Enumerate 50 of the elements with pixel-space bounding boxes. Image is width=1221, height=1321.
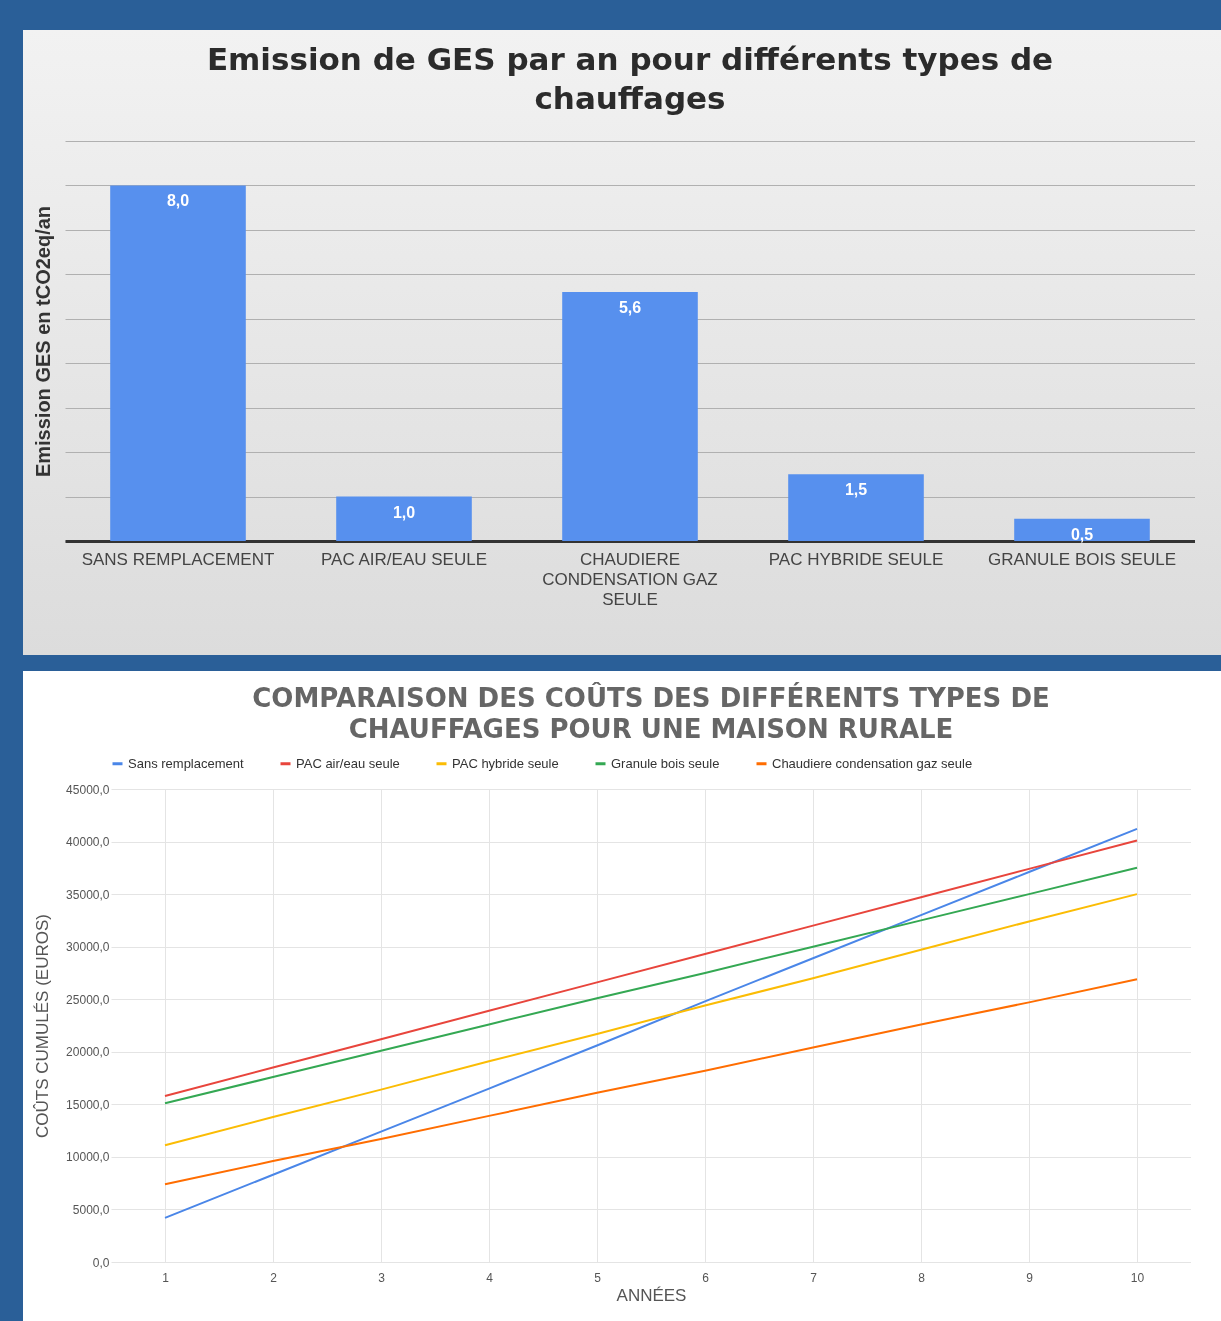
data-label: 1,5 [844, 481, 868, 499]
y-tick-label: 40000,0 [66, 835, 110, 850]
y-tick-label: 35000,0 [66, 887, 110, 902]
data-label: 5,6 [618, 299, 642, 317]
text: COMPARAISON DES COÛTS DES DIFFÉRENTS TYPES DE [252, 683, 1050, 713]
x-tick-label: 2 [270, 1270, 278, 1285]
legend-label: Chaudiere condensation gaz seule [772, 755, 973, 771]
x-tick-label: PAC AIR/EAU SEULE [321, 549, 487, 569]
data-label: 8,0 [166, 192, 190, 210]
x-axis-title: ANNÉES [616, 1285, 687, 1305]
legend-label: PAC air/eau seule [296, 755, 400, 771]
x-tick-label: 5 [594, 1270, 602, 1285]
x-tick-label: SANS REMPLACEMENT [81, 549, 275, 569]
line-series [164, 893, 1138, 1147]
line-series [164, 827, 1138, 1219]
bar [110, 185, 246, 541]
bar [1014, 518, 1150, 541]
y-tick-label: 25000,0 [66, 992, 110, 1007]
x-tick-label: 10 [1130, 1270, 1145, 1285]
text: CHAUFFAGES POUR UNE MAISON RURALE [348, 714, 954, 744]
y-tick-label: 10000,0 [66, 1150, 110, 1165]
legend-label: Granule bois seule [611, 755, 720, 771]
data-label: 0,5 [1070, 525, 1094, 543]
y-tick-label: 30000,0 [66, 940, 110, 955]
x-tick-label: CHAUDIERE CONDENSATION GAZ SEULE [542, 549, 718, 609]
y-tick-label: 20000,0 [66, 1045, 110, 1060]
bar [562, 292, 698, 541]
x-tick-label: 4 [486, 1270, 494, 1285]
y-tick-label: 45000,0 [66, 782, 110, 797]
y-axis-title: COÛTS CUMULÉS (EUROS) [33, 914, 53, 1138]
data-label: 1,0 [392, 503, 416, 521]
y-tick-label: 5000,0 [72, 1202, 110, 1217]
y-tick-label: 15000,0 [66, 1097, 110, 1112]
x-tick-label: 8 [918, 1270, 926, 1285]
x-tick-label: PAC HYBRIDE SEULE [768, 549, 944, 569]
text: Emission de GES par an pour différents types de [206, 41, 1054, 77]
x-tick-label: GRANULE BOIS SEULE [987, 549, 1177, 569]
bar [336, 496, 472, 541]
line-series [164, 978, 1138, 1186]
bar [788, 474, 924, 541]
x-tick-label: 7 [810, 1270, 818, 1285]
text: chauffages [534, 80, 726, 116]
x-tick-label: 9 [1026, 1270, 1034, 1285]
x-tick-label: 6 [702, 1270, 710, 1285]
y-tick-label: 0,0 [92, 1255, 110, 1270]
x-tick-label: 1 [162, 1270, 170, 1285]
legend-label: PAC hybride seule [452, 755, 559, 771]
x-tick-label: 3 [378, 1270, 386, 1285]
y-axis-title: Emission GES en tCO2eq/an [31, 205, 54, 478]
legend-label: Sans remplacement [128, 755, 244, 771]
